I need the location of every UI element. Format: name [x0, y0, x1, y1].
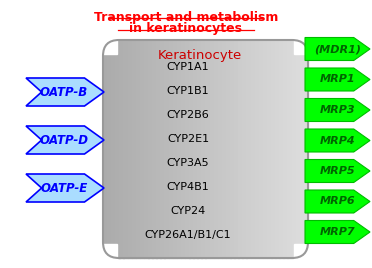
Text: in keratinocytes: in keratinocytes [129, 22, 243, 35]
Bar [169, 40, 173, 258]
Bar [181, 40, 186, 258]
Bar [201, 40, 206, 258]
Text: MRP1: MRP1 [320, 75, 355, 84]
Bar [115, 40, 120, 258]
Text: CYP1B1: CYP1B1 [167, 86, 209, 96]
Bar [218, 40, 222, 258]
Bar [294, 244, 310, 260]
Bar [103, 40, 108, 258]
Bar [283, 40, 288, 258]
Polygon shape [305, 99, 370, 121]
Bar [279, 40, 284, 258]
Bar [294, 38, 310, 54]
Bar [128, 40, 132, 258]
Text: Transport and metabolism: Transport and metabolism [94, 11, 278, 24]
Text: CYP1A1: CYP1A1 [167, 62, 209, 72]
Bar [275, 40, 280, 258]
Bar [119, 40, 124, 258]
Polygon shape [26, 78, 104, 106]
Bar [101, 38, 117, 54]
Bar [111, 40, 116, 258]
Bar [251, 40, 255, 258]
Text: MRP3: MRP3 [320, 105, 355, 115]
Text: CYP24: CYP24 [170, 206, 206, 216]
Bar [156, 40, 161, 258]
Bar [124, 40, 128, 258]
Bar [185, 40, 190, 258]
Bar [230, 40, 235, 258]
Bar [152, 40, 157, 258]
Polygon shape [26, 126, 104, 154]
Bar [271, 40, 276, 258]
Text: CYP26A1/B1/C1: CYP26A1/B1/C1 [145, 230, 231, 240]
Polygon shape [305, 159, 370, 183]
Text: MRP4: MRP4 [320, 136, 355, 146]
Text: OATP-E: OATP-E [41, 181, 88, 195]
Polygon shape [305, 38, 370, 61]
Text: CYP2B6: CYP2B6 [167, 110, 209, 120]
Polygon shape [26, 174, 104, 202]
Polygon shape [305, 129, 370, 152]
Bar [255, 40, 259, 258]
Text: CYP2E1: CYP2E1 [167, 134, 209, 144]
Text: OATP-B: OATP-B [40, 85, 88, 99]
Bar [292, 40, 296, 258]
Bar [288, 40, 292, 258]
Text: CYP4B1: CYP4B1 [167, 182, 209, 192]
Bar [144, 40, 148, 258]
Bar [193, 40, 198, 258]
Text: OATP-D: OATP-D [39, 133, 89, 147]
Text: (MDR1): (MDR1) [314, 44, 361, 54]
Text: MRP6: MRP6 [320, 196, 355, 207]
Bar [148, 40, 153, 258]
Bar [226, 40, 231, 258]
Polygon shape [305, 221, 370, 244]
Text: MRP7: MRP7 [320, 227, 355, 237]
Bar [132, 40, 136, 258]
Bar [267, 40, 272, 258]
Bar [189, 40, 194, 258]
Text: CYP3A5: CYP3A5 [167, 158, 209, 168]
Bar [259, 40, 263, 258]
Bar [101, 244, 117, 260]
Bar [160, 40, 165, 258]
Bar [164, 40, 169, 258]
Bar [263, 40, 267, 258]
Bar [140, 40, 144, 258]
Bar [247, 40, 251, 258]
Bar [197, 40, 202, 258]
Bar [238, 40, 243, 258]
Bar [205, 40, 210, 258]
Bar [177, 40, 182, 258]
Bar [107, 40, 112, 258]
Bar [234, 40, 239, 258]
Bar [243, 40, 247, 258]
Bar [222, 40, 227, 258]
Text: MRP5: MRP5 [320, 166, 355, 176]
Bar [296, 40, 300, 258]
Polygon shape [305, 68, 370, 91]
Bar [136, 40, 140, 258]
Polygon shape [305, 190, 370, 213]
Bar [304, 40, 308, 258]
Bar [209, 40, 214, 258]
Bar [214, 40, 218, 258]
Bar [300, 40, 304, 258]
Text: Keratinocyte: Keratinocyte [158, 49, 242, 62]
Bar [173, 40, 177, 258]
